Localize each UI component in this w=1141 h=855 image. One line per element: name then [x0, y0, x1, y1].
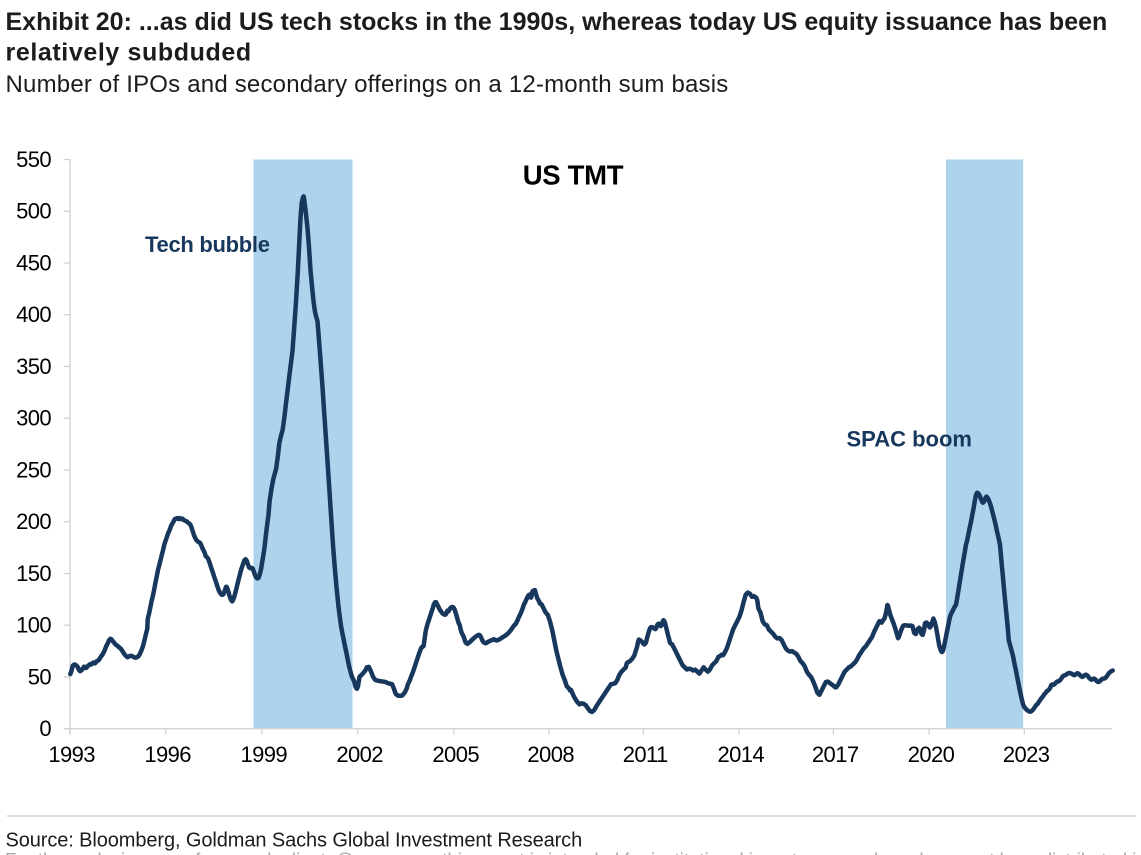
- svg-text:200: 200: [16, 509, 51, 534]
- svg-text:2023: 2023: [1003, 742, 1050, 767]
- svg-text:1993: 1993: [48, 742, 95, 767]
- svg-text:2020: 2020: [908, 742, 955, 767]
- svg-text:550: 550: [16, 147, 51, 172]
- svg-text:SPAC boom: SPAC boom: [847, 427, 972, 452]
- svg-text:400: 400: [16, 302, 51, 327]
- svg-text:US TMT: US TMT: [523, 160, 624, 191]
- svg-text:1996: 1996: [144, 742, 191, 767]
- svg-text:300: 300: [16, 406, 51, 431]
- svg-text:2005: 2005: [432, 742, 479, 767]
- svg-text:Number of IPOs and secondary o: Number of IPOs and secondary offerings o…: [6, 71, 729, 98]
- svg-text:500: 500: [16, 199, 51, 224]
- svg-text:Tech bubble: Tech bubble: [145, 232, 270, 257]
- svg-text:1999: 1999: [241, 742, 288, 767]
- svg-text:350: 350: [16, 354, 51, 379]
- svg-text:Exhibit 20: ...as did US tech: Exhibit 20: ...as did US tech stocks in …: [6, 8, 1108, 36]
- svg-text:2008: 2008: [527, 742, 574, 767]
- svg-text:2002: 2002: [336, 742, 383, 767]
- svg-text:2014: 2014: [718, 742, 765, 767]
- svg-text:450: 450: [16, 251, 51, 276]
- svg-text:Source: Bloomberg, Goldman Sac: Source: Bloomberg, Goldman Sachs Global …: [6, 830, 583, 852]
- svg-text:250: 250: [16, 458, 51, 483]
- svg-text:50: 50: [28, 665, 52, 690]
- svg-text:150: 150: [16, 561, 51, 586]
- svg-text:2011: 2011: [623, 742, 668, 767]
- svg-text:2017: 2017: [812, 742, 859, 767]
- svg-text:relatively subduded: relatively subduded: [6, 39, 252, 67]
- svg-text:0: 0: [39, 716, 51, 741]
- svg-text:100: 100: [16, 613, 51, 638]
